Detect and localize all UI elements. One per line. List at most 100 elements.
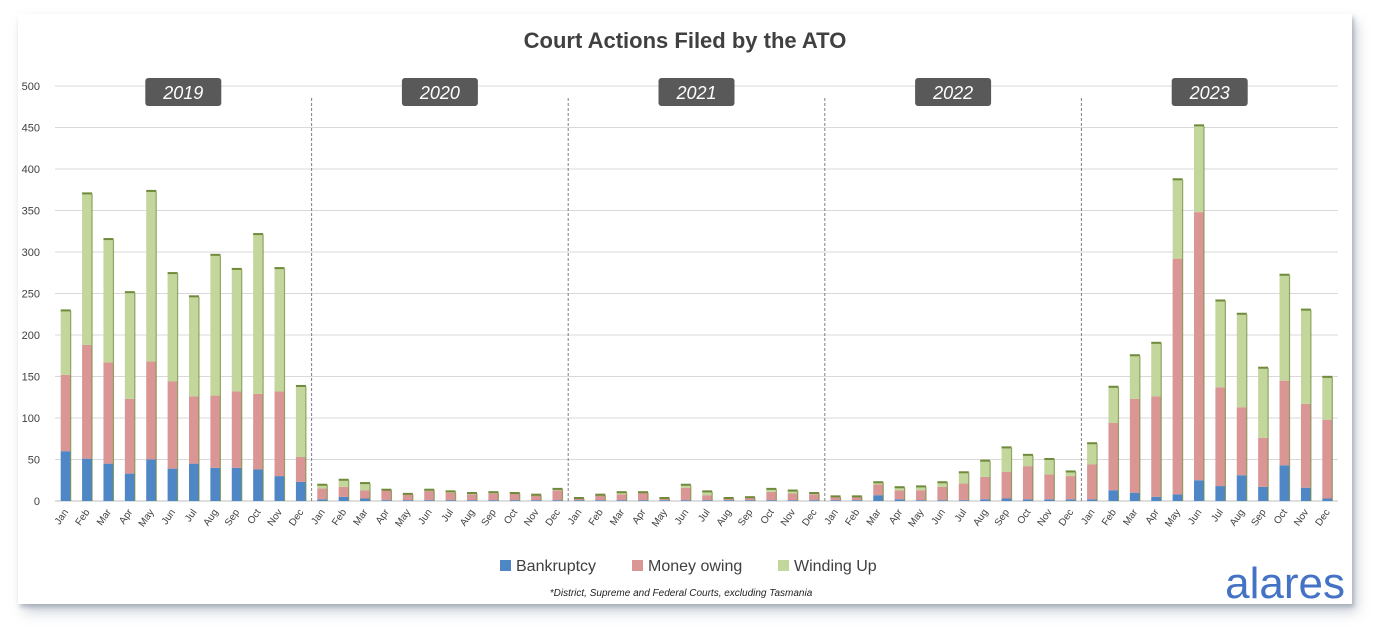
bar-money-owing: [573, 498, 584, 501]
bar-winding-up: [1065, 471, 1076, 477]
bar-bankruptcy: [103, 463, 114, 501]
bar-money-owing: [616, 494, 627, 501]
bar-money-owing: [1001, 471, 1012, 499]
bar-cap: [616, 491, 627, 494]
bar-bankruptcy: [1129, 492, 1140, 501]
bar-money-owing: [787, 493, 798, 501]
bar-bankruptcy: [680, 500, 691, 501]
bar-money-owing: [146, 361, 157, 460]
bar-cap: [509, 492, 520, 495]
bar-winding-up: [103, 239, 114, 363]
bar-winding-up: [295, 386, 306, 458]
x-tick-label: Sep: [1249, 507, 1268, 528]
bar-money-owing: [274, 391, 285, 477]
bar-bankruptcy: [317, 499, 328, 501]
bar-winding-up: [146, 191, 157, 362]
bar-cap: [1194, 124, 1205, 127]
bar-cap: [146, 189, 157, 192]
chart-title: Court Actions Filed by the ATO: [524, 28, 847, 53]
x-tick-label: Apr: [887, 507, 905, 527]
bar-cap: [1258, 366, 1269, 369]
bar-money-owing: [253, 393, 264, 470]
bar-bankruptcy: [1151, 496, 1162, 501]
bar-money-owing: [916, 490, 927, 501]
bar-bankruptcy: [552, 500, 563, 501]
bar-bankruptcy: [980, 499, 991, 501]
x-tick-label: Dec: [1314, 507, 1333, 528]
x-tick-label: Oct: [502, 507, 520, 526]
x-tick-label: Jul: [696, 507, 712, 524]
bar-money-owing: [360, 490, 371, 499]
year-label: 2023: [1189, 83, 1230, 103]
bar-bankruptcy: [1172, 494, 1183, 501]
bar-money-owing: [124, 398, 135, 474]
bar-cap: [894, 486, 905, 489]
bar-winding-up: [124, 292, 135, 399]
bar-cap: [82, 192, 93, 195]
y-tick-label: 450: [22, 123, 40, 135]
bar-cap: [916, 485, 927, 488]
bar-bankruptcy: [1022, 499, 1033, 501]
bar-cap: [1300, 308, 1311, 311]
bar-money-owing: [1322, 419, 1333, 499]
x-tick-label: Sep: [993, 507, 1012, 528]
bar-bankruptcy: [1065, 499, 1076, 501]
year-label-box: [1171, 78, 1248, 106]
x-tick-label: Dec: [287, 507, 306, 528]
bar-money-owing: [1279, 380, 1290, 466]
y-tick-label: 350: [22, 206, 40, 218]
bar-bankruptcy: [360, 498, 371, 501]
bar-bankruptcy: [616, 500, 627, 501]
x-tick-label: Mar: [352, 507, 371, 528]
legend-swatch: [500, 560, 511, 571]
x-tick-label: Nov: [1036, 507, 1055, 528]
x-tick-label: Oct: [759, 507, 777, 526]
bar-winding-up: [916, 486, 927, 491]
bar-bankruptcy: [1001, 498, 1012, 501]
x-tick-label: Aug: [1228, 507, 1247, 528]
bar-bankruptcy: [60, 451, 71, 501]
bar-cap: [958, 471, 969, 474]
bar-bankruptcy: [1258, 486, 1269, 501]
bar-bankruptcy: [188, 463, 199, 501]
bar-bankruptcy: [402, 500, 413, 501]
bar-bankruptcy: [1087, 499, 1098, 501]
bar-winding-up: [680, 485, 691, 488]
bar-bankruptcy: [702, 500, 713, 501]
y-tick-label: 500: [22, 81, 40, 93]
bar-bankruptcy: [424, 500, 435, 501]
bar-money-owing: [1215, 387, 1226, 487]
bar-money-owing: [1129, 398, 1140, 493]
bar-money-owing: [980, 476, 991, 500]
bar-bankruptcy: [82, 458, 93, 501]
x-axis: Jan Feb Mar Apr May Jun Jul Aug Sep Oct Nov Dec Jan F…: [53, 507, 1333, 529]
bar-cap: [851, 495, 862, 498]
x-tick-label: May: [393, 507, 413, 529]
year-label: 2021: [675, 83, 716, 103]
bar-bankruptcy: [1300, 487, 1311, 501]
x-tick-label: Jun: [1186, 507, 1204, 527]
bar-bankruptcy: [809, 500, 820, 501]
bar-cap: [1108, 385, 1119, 388]
x-tick-label: Nov: [1292, 507, 1311, 528]
x-tick-label: Jun: [930, 507, 948, 527]
bar-winding-up: [702, 491, 713, 496]
bar-bankruptcy: [509, 500, 520, 501]
bar-cap: [680, 483, 691, 486]
bar-winding-up: [1215, 300, 1226, 388]
bar-bankruptcy: [381, 500, 392, 501]
bar-winding-up: [1279, 275, 1290, 381]
x-tick-label: May: [137, 507, 157, 529]
bar-bankruptcy: [659, 500, 670, 501]
bar-money-owing: [680, 487, 691, 501]
chart-card: Court Actions Filed by the ATO 0 50 100 150…: [18, 14, 1352, 604]
bar-winding-up: [1087, 443, 1098, 465]
bar-cap: [124, 291, 135, 294]
bar-winding-up: [60, 310, 71, 375]
x-tick-label: Mar: [865, 507, 884, 528]
bar-cap: [1087, 442, 1098, 445]
bar-cap: [60, 309, 71, 312]
bar-cap: [1151, 341, 1162, 344]
bar-bankruptcy: [210, 467, 221, 501]
bar-money-owing: [552, 490, 563, 501]
